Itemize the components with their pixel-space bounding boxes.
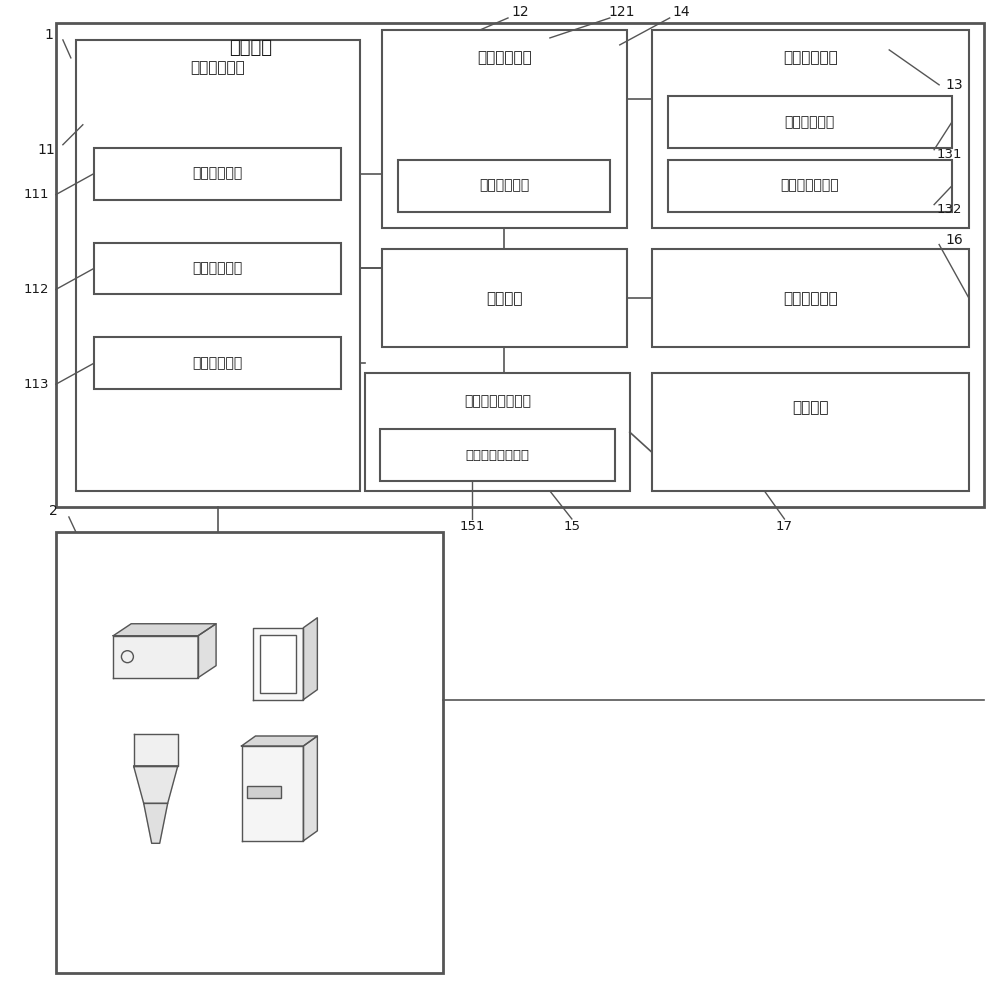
Text: 131: 131 — [936, 148, 962, 162]
Polygon shape — [134, 734, 178, 766]
Text: 第三获取单元: 第三获取单元 — [192, 356, 243, 370]
Polygon shape — [134, 766, 178, 803]
Text: 112: 112 — [23, 282, 49, 296]
Bar — [247, 786, 281, 798]
Bar — [260, 635, 296, 693]
Text: 数据地址处理模块: 数据地址处理模块 — [464, 394, 531, 408]
Bar — [94, 243, 341, 294]
Text: 问题排查模块: 问题排查模块 — [477, 50, 532, 66]
Polygon shape — [242, 747, 303, 840]
Text: 1: 1 — [44, 28, 53, 42]
Bar — [398, 160, 610, 212]
Polygon shape — [198, 624, 216, 678]
Bar — [380, 429, 615, 481]
Polygon shape — [144, 803, 168, 843]
Polygon shape — [242, 737, 317, 747]
Text: 121: 121 — [609, 5, 635, 19]
Bar — [56, 532, 443, 973]
Text: 113: 113 — [23, 377, 49, 391]
Bar — [652, 373, 969, 491]
Text: 存储模块: 存储模块 — [486, 290, 523, 306]
Polygon shape — [113, 636, 198, 678]
Bar — [668, 96, 952, 148]
Text: 16: 16 — [945, 233, 963, 247]
Text: 问题排查单元: 问题排查单元 — [479, 179, 529, 193]
Text: 数据地址验证单元: 数据地址验证单元 — [466, 448, 530, 462]
Bar — [668, 160, 952, 212]
Text: 设备操控模块: 设备操控模块 — [783, 50, 838, 66]
Bar — [382, 30, 627, 228]
Text: 132: 132 — [936, 203, 962, 217]
Text: 111: 111 — [23, 188, 49, 202]
Text: 分类匹配模块: 分类匹配模块 — [783, 290, 838, 306]
Polygon shape — [303, 618, 317, 700]
Text: 15: 15 — [563, 520, 580, 534]
Bar — [94, 337, 341, 389]
Text: 设备操控单元: 设备操控单元 — [785, 115, 835, 129]
Text: 11: 11 — [37, 143, 55, 157]
Text: 第一获取单元: 第一获取单元 — [192, 167, 243, 181]
Polygon shape — [303, 737, 317, 840]
Bar — [652, 30, 969, 228]
Bar — [94, 148, 341, 200]
Polygon shape — [113, 624, 216, 636]
Text: 设备预设定单元: 设备预设定单元 — [781, 179, 839, 193]
Text: 2: 2 — [49, 504, 57, 518]
Text: 验证模块: 验证模块 — [792, 399, 829, 415]
Text: 处理系统: 处理系统 — [229, 39, 272, 57]
Bar — [76, 40, 360, 491]
Polygon shape — [253, 628, 303, 700]
Text: 14: 14 — [673, 5, 690, 19]
Text: 17: 17 — [776, 520, 793, 534]
Text: 第二获取单元: 第二获取单元 — [192, 261, 243, 275]
Text: 13: 13 — [945, 78, 963, 92]
Text: 151: 151 — [459, 520, 485, 534]
Text: 12: 12 — [511, 5, 529, 19]
Bar — [56, 23, 984, 507]
Bar — [365, 373, 630, 491]
Bar — [652, 250, 969, 347]
Text: 数据获取模块: 数据获取模块 — [191, 60, 245, 76]
Bar — [382, 250, 627, 347]
